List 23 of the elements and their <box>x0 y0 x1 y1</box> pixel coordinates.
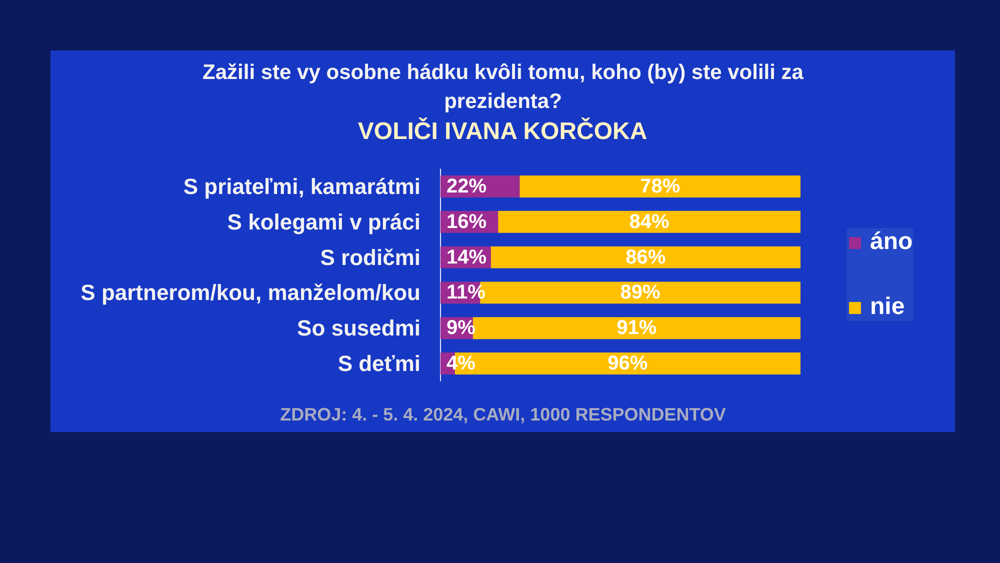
chart-title: Zažili ste vy osobne hádku kvôli tomu, koho (by) ste volili za prezidenta? <box>202 61 804 113</box>
data-label: 22% <box>446 176 487 198</box>
bar <box>520 176 800 198</box>
y-tick-label: S kolegami v práci <box>227 209 421 234</box>
data-label: 91% <box>616 317 657 340</box>
y-tick-label: S partnerom/kou, manželom/kou <box>80 280 421 306</box>
bar <box>498 210 800 233</box>
data-label: 89% <box>620 282 661 304</box>
legend-label: áno <box>870 228 913 256</box>
data-label: 16% <box>446 210 487 233</box>
y-tick-label: S deťmi <box>338 351 420 376</box>
y-tick-label: S rodičmi <box>320 244 421 270</box>
bar <box>490 246 800 268</box>
data-label: 96% <box>608 352 648 374</box>
y-tick-label: S priateľmi, kamarátmi <box>183 174 421 199</box>
text: ZDROJ: 4. - 5. 4. 2024, CAWI, 1000 RESPONDENTOV <box>280 404 726 424</box>
y-tick-label: So susedmi <box>297 316 421 341</box>
chart-subtitle: VOLIČI IVANA KORČOKA <box>358 117 648 145</box>
data-label: 86% <box>626 246 666 268</box>
data-label: 84% <box>629 210 670 233</box>
legend-label: nie <box>870 293 905 321</box>
data-label: 78% <box>640 176 680 198</box>
data-label: 14% <box>446 246 487 268</box>
